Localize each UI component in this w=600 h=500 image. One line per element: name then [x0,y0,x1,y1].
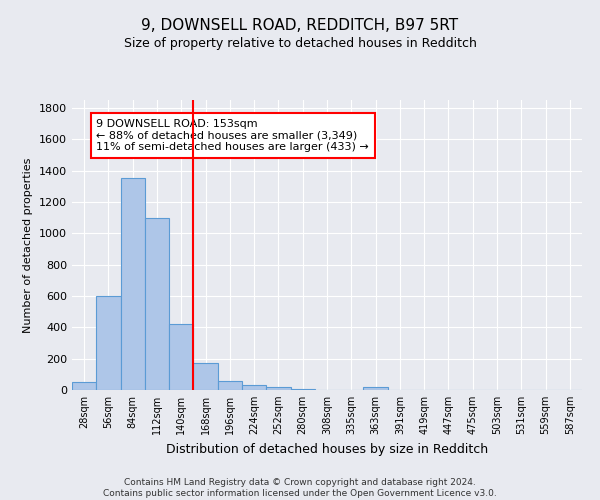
Text: 9 DOWNSELL ROAD: 153sqm
← 88% of detached houses are smaller (3,349)
11% of semi: 9 DOWNSELL ROAD: 153sqm ← 88% of detache… [96,119,369,152]
Bar [242,384,266,390]
Bar [169,324,193,390]
Text: 9, DOWNSELL ROAD, REDDITCH, B97 5RT: 9, DOWNSELL ROAD, REDDITCH, B97 5RT [142,18,458,32]
Y-axis label: Number of detached properties: Number of detached properties [23,158,34,332]
Bar [364,387,388,390]
Bar [145,218,169,390]
Bar [193,362,218,390]
Text: Contains HM Land Registry data © Crown copyright and database right 2024.
Contai: Contains HM Land Registry data © Crown c… [103,478,497,498]
Bar [290,389,315,390]
Text: Size of property relative to detached houses in Redditch: Size of property relative to detached ho… [124,38,476,51]
Bar [121,178,145,390]
X-axis label: Distribution of detached houses by size in Redditch: Distribution of detached houses by size … [166,442,488,456]
Bar [266,387,290,390]
Bar [96,296,121,390]
Bar [72,382,96,390]
Bar [218,380,242,390]
